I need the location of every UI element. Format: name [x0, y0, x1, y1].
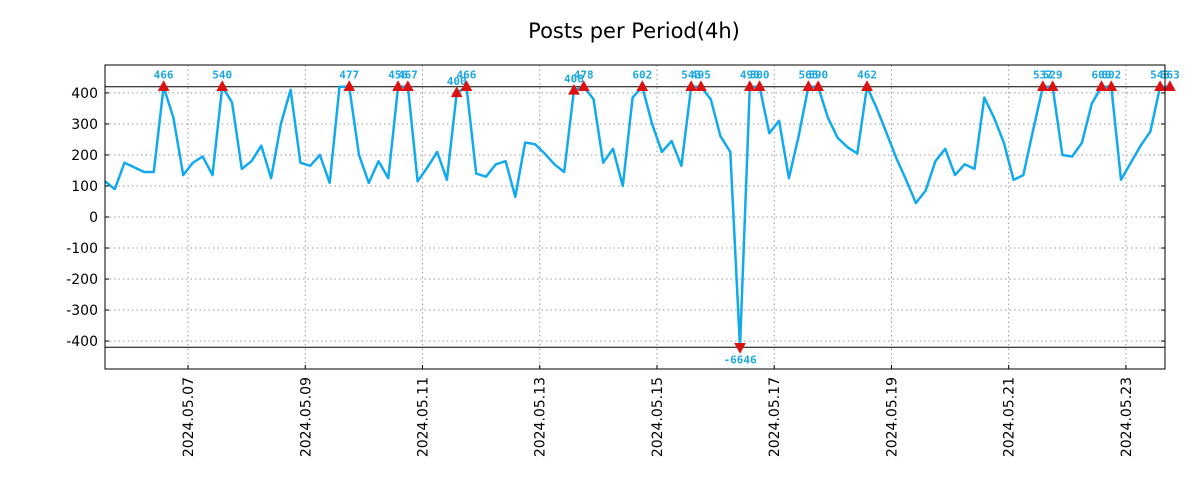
- peak-value-label: 529: [1043, 69, 1063, 82]
- clip-marker: [1095, 80, 1108, 91]
- peak-value-label: 540: [212, 69, 232, 82]
- plot-frame: [104, 64, 1166, 370]
- peak-value-label: 602: [1101, 69, 1121, 82]
- y-tick-label: -100: [66, 241, 98, 257]
- x-tick-label: 2024.05.23: [1119, 377, 1135, 457]
- clip-marker: [1036, 80, 1049, 91]
- clip-marker: [1154, 80, 1167, 91]
- clip-marker: [685, 80, 698, 91]
- peak-value-label: 600: [1092, 69, 1112, 82]
- peak-value-label: -6646: [723, 353, 756, 366]
- clip-marker: [1046, 80, 1059, 91]
- y-tick-label: 0: [89, 210, 98, 226]
- clip-marker: [392, 80, 405, 91]
- peak-value-label: 462: [857, 69, 877, 82]
- clip-marker: [743, 80, 756, 91]
- series-layer: [104, 85, 1170, 349]
- clip-marker: [568, 83, 580, 95]
- clip-marker: [577, 80, 590, 91]
- peak-value-label: 400: [447, 75, 467, 88]
- clip-marker: [861, 80, 873, 91]
- y-tick-label: 400: [71, 86, 98, 102]
- x-tick-label: 2024.05.13: [533, 377, 549, 457]
- peak-value-label: 537: [1033, 69, 1053, 82]
- x-tick-label: 2024.05.19: [884, 377, 900, 457]
- axis-layer: -400 -300 -200 -100 0 100 200 300 400 2024.05.07 2…: [66, 64, 1166, 457]
- y-tick-label: -300: [66, 303, 98, 319]
- clip-marker: [1163, 80, 1176, 91]
- peak-value-label: 500: [750, 69, 770, 82]
- clip-marker: [157, 80, 170, 91]
- clip-marker: [1105, 80, 1118, 91]
- clip-marker: [343, 80, 356, 91]
- clip-marker: [216, 80, 229, 91]
- clip-marker: [753, 80, 766, 91]
- chart-title: Posts per Period(4h): [528, 19, 740, 43]
- clip-marker: [460, 80, 473, 91]
- peak-value-label: 466: [457, 69, 477, 82]
- y-tick-label: 300: [71, 117, 98, 133]
- peak-value-label: 408: [564, 72, 584, 85]
- peak-value-label: 478: [574, 69, 594, 82]
- clip-marker: [695, 80, 707, 91]
- clip-marker: [802, 80, 815, 91]
- clip-marker: [401, 80, 414, 91]
- peak-value-label: 490: [740, 69, 760, 82]
- peak-value-label: 477: [339, 69, 359, 82]
- x-tick-label: 2024.05.21: [1002, 377, 1018, 457]
- peak-value-label: 590: [808, 69, 828, 82]
- x-tick-label: 2024.05.11: [416, 377, 432, 457]
- peak-value-label: 543: [681, 69, 701, 82]
- y-tick-label: -200: [66, 272, 98, 288]
- series-line-posts: [104, 85, 1170, 349]
- clip-marker: [734, 343, 746, 354]
- x-tick-label: 2024.05.07: [181, 377, 197, 457]
- peak-value-label: 602: [632, 69, 652, 82]
- peak-value-label: 495: [691, 69, 711, 82]
- grid-layer: [105, 65, 1165, 369]
- clip-marker: [636, 80, 649, 91]
- x-tick-label: 2024.05.09: [298, 377, 314, 457]
- peak-value-label: 466: [154, 69, 174, 82]
- y-tick-label: 200: [71, 148, 98, 164]
- x-tick-label: 2024.05.15: [650, 377, 666, 457]
- y-tick-label: -400: [66, 334, 98, 350]
- peak-value-label: 456: [388, 69, 408, 82]
- y-tick-label: 100: [71, 179, 98, 195]
- x-tick-label: 2024.05.17: [767, 377, 783, 457]
- peak-value-label: 563: [1160, 69, 1180, 82]
- clip-lines: [105, 86, 1165, 348]
- peak-value-label: 467: [398, 69, 418, 82]
- clip-marker: [812, 80, 825, 91]
- peak-value-label: 565: [798, 69, 818, 82]
- clip-marker: [450, 86, 463, 98]
